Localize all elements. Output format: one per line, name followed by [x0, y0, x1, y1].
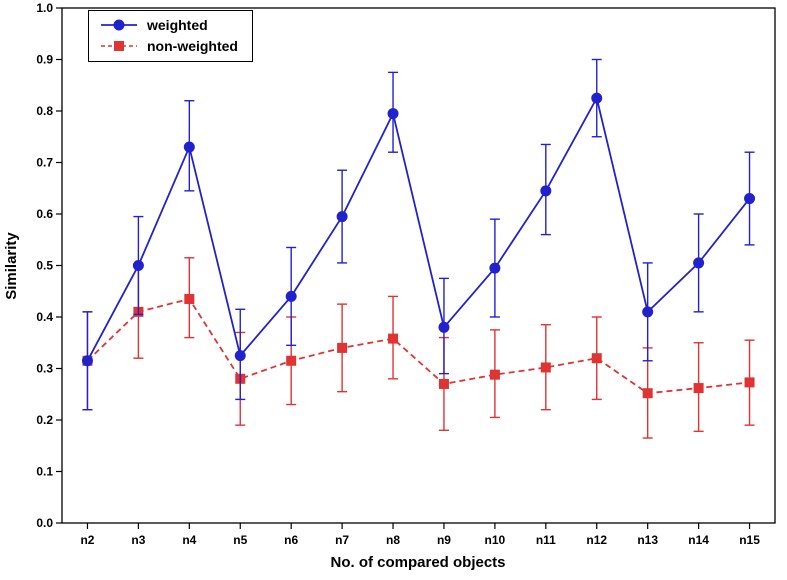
x-tick-label: n12 — [586, 533, 607, 547]
x-tick-label: n10 — [485, 533, 506, 547]
data-point-n12 — [591, 353, 602, 364]
data-point-n6 — [286, 355, 297, 366]
x-tick-label: n9 — [437, 533, 451, 547]
y-tick-label: 0.0 — [36, 516, 53, 530]
plot-border — [61, 7, 776, 524]
x-tick-label: n2 — [80, 533, 94, 547]
data-point-n13 — [642, 388, 653, 399]
series-non-weighted — [82, 257, 755, 439]
y-axis-label: Similarity — [3, 232, 20, 300]
legend-item-non-weighted: non-weighted — [99, 37, 238, 55]
y-tick-label: 0.6 — [36, 207, 53, 221]
data-point-n9 — [438, 321, 450, 333]
x-tick-label: n7 — [335, 533, 349, 547]
data-point-n3 — [132, 260, 144, 271]
series-line — [86, 95, 751, 362]
weighted-line-swatch — [101, 19, 137, 31]
data-point-n15 — [744, 377, 755, 388]
y-tick-label: 0.5 — [36, 259, 53, 273]
data-point-n9 — [438, 378, 449, 389]
series-weighted — [81, 58, 756, 411]
legend-item-weighted: weighted — [99, 16, 238, 34]
y-tick-label: 1.0 — [36, 1, 53, 15]
non-weighted-line-swatch — [101, 41, 137, 51]
legend-label-non-weighted: non-weighted — [147, 38, 238, 54]
y-tick-label: 0.4 — [36, 310, 53, 324]
x-axis-label: No. of compared objects — [330, 554, 505, 571]
legend: weighted non-weighted — [88, 10, 253, 62]
data-point-n14 — [693, 257, 705, 269]
data-point-n7 — [337, 342, 348, 353]
data-point-n6 — [285, 290, 297, 302]
data-point-n4 — [184, 293, 195, 304]
data-point-n7 — [336, 211, 348, 223]
data-point-n14 — [693, 383, 704, 394]
x-tick-label: n6 — [284, 533, 298, 547]
data-point-n2 — [81, 355, 93, 367]
y-tick-label: 0.9 — [36, 53, 53, 67]
data-point-n10 — [489, 369, 500, 380]
y-tick-label: 0.1 — [36, 465, 53, 479]
x-tick-label: n8 — [386, 533, 400, 547]
x-tick-label: n13 — [637, 533, 658, 547]
data-point-n11 — [540, 185, 552, 197]
y-tick-label: 0.3 — [36, 362, 53, 376]
data-point-n4 — [183, 141, 195, 153]
x-tick-label: n5 — [233, 533, 247, 547]
y-tick-label: 0.7 — [36, 156, 53, 170]
data-point-n8 — [388, 333, 399, 344]
data-point-n11 — [540, 362, 551, 373]
x-tick-label: n11 — [536, 533, 556, 547]
y-tick-label: 0.8 — [36, 104, 53, 118]
series-line — [86, 297, 750, 395]
legend-label-weighted: weighted — [147, 17, 208, 33]
data-point-n12 — [591, 92, 603, 104]
x-tick-label: n4 — [182, 533, 196, 547]
data-point-n5 — [234, 350, 246, 362]
y-tick-label: 0.2 — [36, 413, 53, 427]
x-tick-label: n3 — [131, 533, 145, 547]
data-point-n10 — [489, 262, 501, 274]
data-point-n13 — [642, 306, 654, 318]
data-point-n8 — [387, 108, 399, 120]
x-tick-label: n14 — [688, 533, 709, 547]
x-tick-label: n15 — [739, 533, 760, 547]
data-point-n15 — [744, 193, 756, 205]
